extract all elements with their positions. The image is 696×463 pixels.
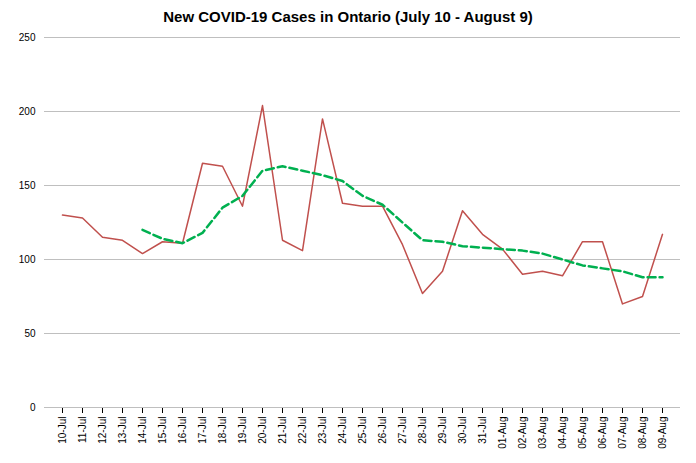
svg-text:22-Jul: 22-Jul <box>297 417 308 444</box>
svg-text:07-Aug: 07-Aug <box>617 417 628 449</box>
svg-text:12-Jul: 12-Jul <box>97 417 108 444</box>
html-text:New COVID-19 Cases in Ontario: New COVID-19 Cases in Ontario (July 10 -… <box>163 8 533 25</box>
svg-text:27-Jul: 27-Jul <box>397 417 408 444</box>
svg-text:100: 100 <box>19 254 36 265</box>
svg-text:08-Aug: 08-Aug <box>637 417 648 449</box>
svg-text:0: 0 <box>30 402 36 413</box>
svg-text:15-Jul: 15-Jul <box>157 417 168 444</box>
svg-text:09-Aug: 09-Aug <box>657 417 668 449</box>
svg-text:250: 250 <box>19 32 36 43</box>
svg-text:13-Jul: 13-Jul <box>117 417 128 444</box>
svg-text:23-Jul: 23-Jul <box>317 417 328 444</box>
svg-text:18-Jul: 18-Jul <box>217 417 228 444</box>
svg-text:50: 50 <box>24 328 36 339</box>
svg-text:01-Aug: 01-Aug <box>497 417 508 449</box>
svg-text:24-Jul: 24-Jul <box>337 417 348 444</box>
svg-text:19-Jul: 19-Jul <box>237 417 248 444</box>
svg-text:14-Jul: 14-Jul <box>137 417 148 444</box>
svg-text:02-Aug: 02-Aug <box>517 417 528 449</box>
svg-text:04-Aug: 04-Aug <box>557 417 568 449</box>
svg-text:31-Jul: 31-Jul <box>477 417 488 444</box>
svg-text:200: 200 <box>19 106 36 117</box>
svg-text:05-Aug: 05-Aug <box>577 417 588 449</box>
svg-text:06-Aug: 06-Aug <box>597 417 608 449</box>
svg-text:11-Jul: 11-Jul <box>77 417 88 444</box>
svg-text:150: 150 <box>19 180 36 191</box>
svg-text:26-Jul: 26-Jul <box>377 417 388 444</box>
svg-text:16-Jul: 16-Jul <box>177 417 188 444</box>
svg-text:29-Jul: 29-Jul <box>437 417 448 444</box>
svg-text:28-Jul: 28-Jul <box>417 417 428 444</box>
svg-text:20-Jul: 20-Jul <box>257 417 268 444</box>
svg-text:21-Jul: 21-Jul <box>277 417 288 444</box>
svg-text:17-Jul: 17-Jul <box>197 417 208 444</box>
svg-text:10-Jul: 10-Jul <box>57 417 68 444</box>
svg-text:03-Aug: 03-Aug <box>537 417 548 449</box>
svg-text:25-Jul: 25-Jul <box>357 417 368 444</box>
svg-text:30-Jul: 30-Jul <box>457 417 468 444</box>
